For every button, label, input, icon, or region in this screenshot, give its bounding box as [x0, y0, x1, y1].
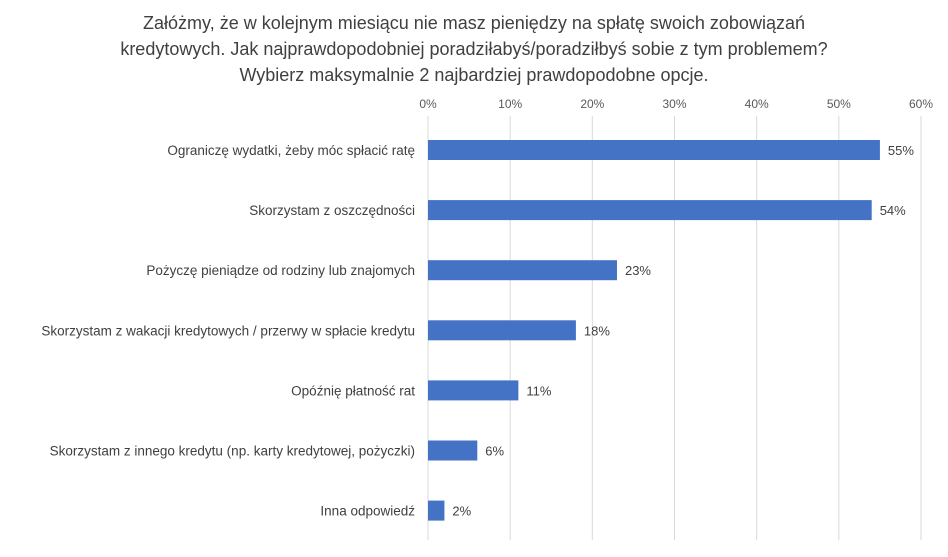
- category-label: Pożyczę pieniądze od rodziny lub znajomy…: [146, 263, 415, 278]
- x-tick-label: 20%: [580, 97, 604, 111]
- bar: [428, 380, 519, 401]
- data-label: 55%: [888, 143, 914, 158]
- x-tick-label: 60%: [909, 97, 933, 111]
- bar: [428, 440, 478, 461]
- category-label: Skorzystam z innego kredytu (np. karty k…: [50, 444, 415, 459]
- data-label: 2%: [452, 504, 471, 519]
- bar: [428, 200, 872, 221]
- data-label: 11%: [526, 383, 551, 398]
- category-label: Inna odpowiedź: [320, 504, 415, 519]
- chart-title-line-2: kredytowych. Jak najprawdopodobniej pora…: [120, 39, 828, 59]
- chart-title-line-3: Wybierz maksymalnie 2 najbardziej prawdo…: [239, 65, 709, 85]
- category-label: Opóźnię płatność rat: [291, 383, 415, 398]
- data-label: 6%: [485, 444, 504, 459]
- category-label: Skorzystam z wakacji kredytowych / przer…: [41, 323, 415, 338]
- x-tick-label: 30%: [662, 97, 686, 111]
- x-tick-label: 40%: [745, 97, 769, 111]
- chart-title-line-1: Załóżmy, że w kolejnym miesiącu nie masz…: [143, 13, 805, 33]
- bar: [428, 500, 445, 521]
- data-label: 18%: [584, 323, 610, 338]
- category-labels: Ograniczę wydatki, żeby móc spłacić ratę…: [41, 143, 415, 519]
- bar: [428, 320, 576, 341]
- x-tick-label: 0%: [419, 97, 437, 111]
- bar: [428, 140, 880, 160]
- x-axis-ticks: 0% 10% 20% 30% 40% 50% 60%: [419, 97, 933, 111]
- x-tick-label: 50%: [827, 97, 851, 111]
- data-label: 54%: [880, 203, 906, 218]
- bar: [428, 260, 617, 281]
- chart-title: Załóżmy, że w kolejnym miesiącu nie masz…: [0, 10, 948, 88]
- data-labels: 55% 54% 23% 18% 11% 6% 2%: [452, 143, 914, 519]
- data-label: 23%: [625, 263, 651, 278]
- category-label: Ograniczę wydatki, żeby móc spłacić ratę: [167, 143, 415, 158]
- category-label: Skorzystam z oszczędności: [249, 203, 415, 218]
- x-tick-label: 10%: [498, 97, 522, 111]
- bars: [428, 140, 880, 521]
